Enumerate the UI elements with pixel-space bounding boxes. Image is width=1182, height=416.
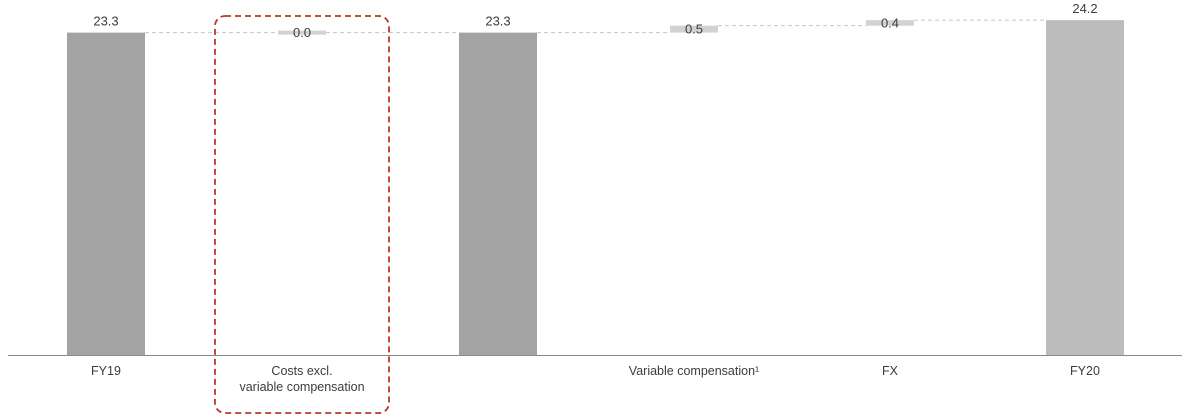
x-tick-label: Variable compensation¹ [629, 364, 759, 378]
value-label: 23.3 [93, 14, 118, 29]
value-label: 0.5 [685, 22, 703, 37]
value-label: 0.4 [881, 15, 899, 30]
x-tick-label: FY20 [1070, 364, 1100, 378]
bar [67, 32, 145, 356]
delta-bar [866, 20, 914, 26]
x-tick-label: variable compensation [239, 380, 364, 394]
value-label: 23.3 [485, 14, 510, 29]
x-tick-label: FY19 [91, 364, 121, 378]
highlight-box [214, 15, 390, 414]
value-label: 24.2 [1072, 1, 1097, 16]
bar [459, 32, 537, 356]
delta-bar [278, 30, 326, 35]
x-tick-label: Costs excl. [271, 364, 332, 378]
bar [1046, 20, 1124, 355]
delta-bar [670, 25, 718, 33]
value-label: 0.0 [293, 25, 311, 40]
x-tick-label: FX [882, 364, 899, 378]
